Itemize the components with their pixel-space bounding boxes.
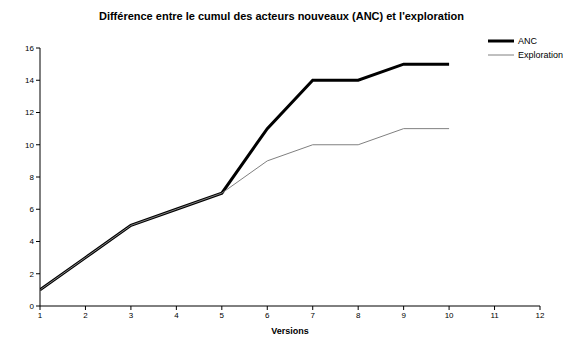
svg-text:10: 10	[445, 311, 454, 320]
svg-text:4: 4	[174, 311, 179, 320]
svg-text:7: 7	[311, 311, 316, 320]
svg-text:16: 16	[25, 44, 34, 53]
svg-text:12: 12	[536, 311, 545, 320]
svg-text:10: 10	[25, 141, 34, 150]
svg-text:2: 2	[30, 270, 35, 279]
svg-text:12: 12	[25, 108, 34, 117]
svg-text:8: 8	[356, 311, 361, 320]
svg-text:0: 0	[30, 302, 35, 311]
svg-text:8: 8	[30, 173, 35, 182]
svg-text:1: 1	[38, 311, 43, 320]
html-text:ANC: ANC	[518, 36, 537, 46]
svg-text:4: 4	[30, 237, 35, 246]
svg-text:6: 6	[30, 205, 35, 214]
svg-text:14: 14	[25, 76, 34, 85]
svg-text:3: 3	[129, 311, 134, 320]
svg-text:5: 5	[220, 311, 225, 320]
html-text:Exploration: Exploration	[518, 50, 563, 60]
html-text:Différence entre le cumul des: Différence entre le cumul des acteurs no…	[98, 10, 464, 22]
svg-text:11: 11	[490, 311, 499, 320]
svg-text:2: 2	[83, 311, 88, 320]
svg-text:6: 6	[265, 311, 270, 320]
svg-text:9: 9	[401, 311, 406, 320]
svg-text:Versions: Versions	[271, 326, 309, 336]
